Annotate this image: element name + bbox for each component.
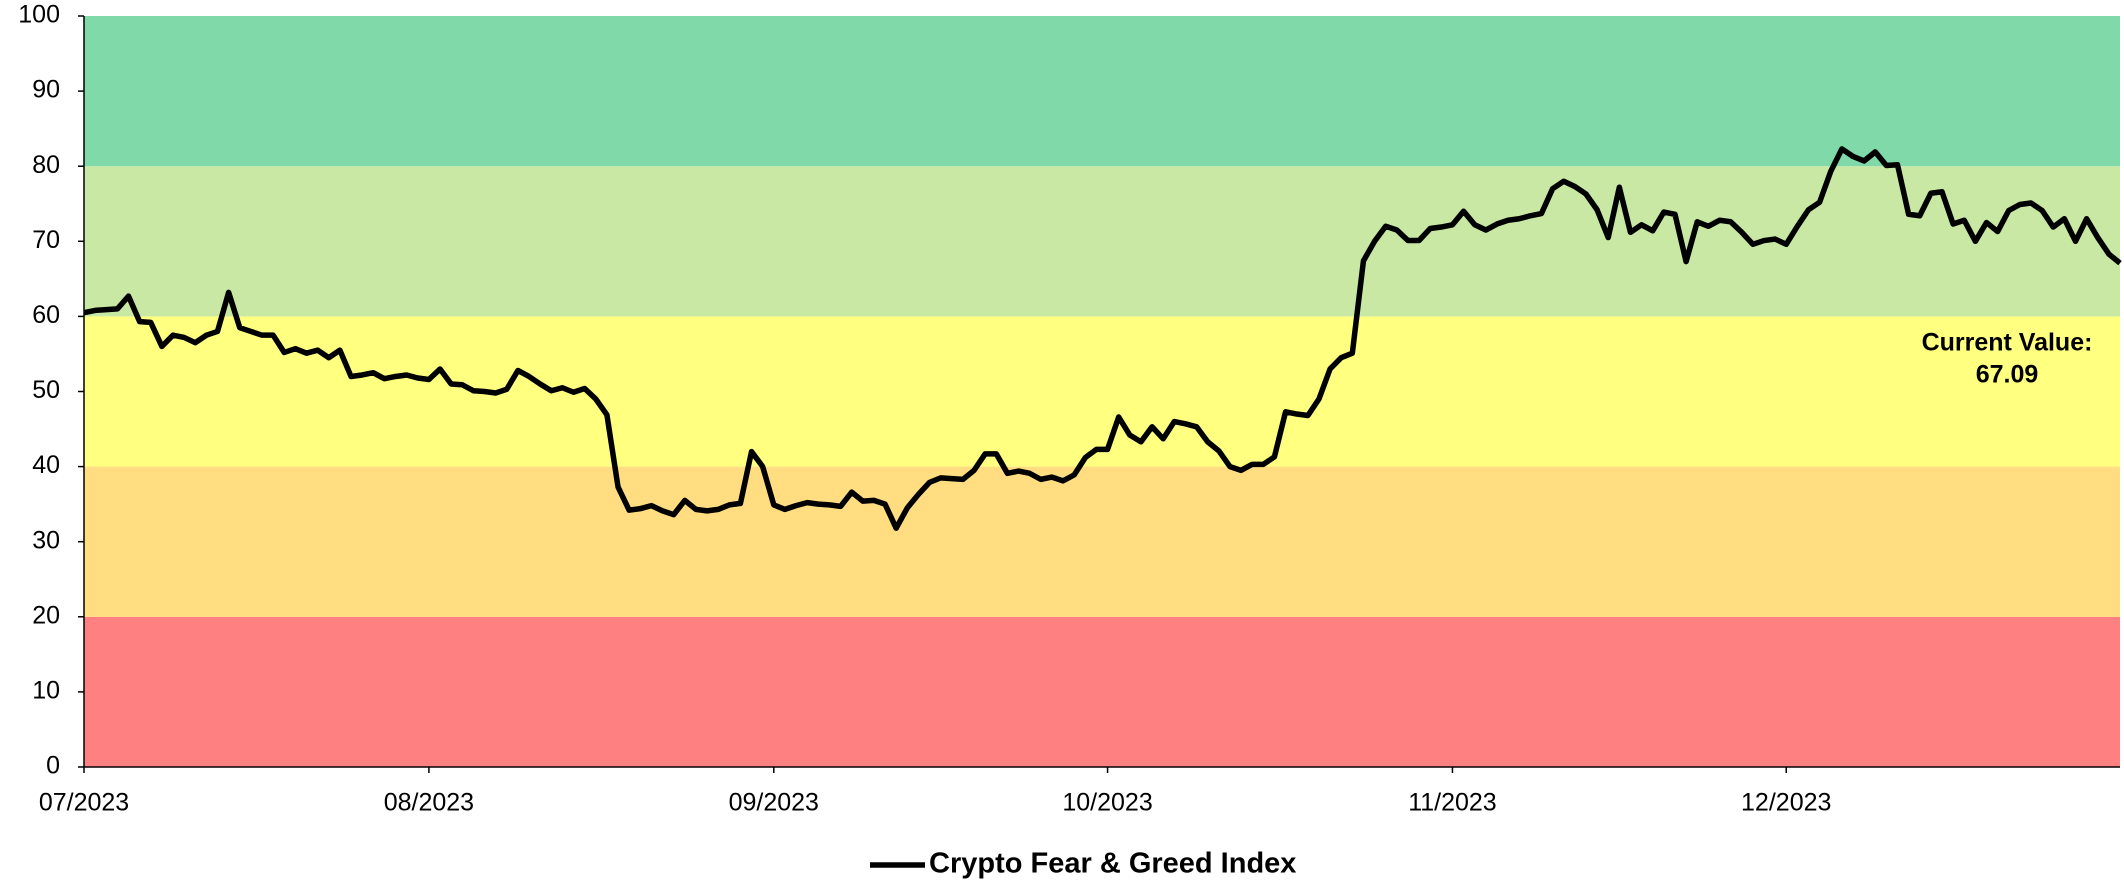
y-tick-label: 10 — [32, 677, 60, 705]
band — [84, 16, 2120, 167]
x-tick-label: 10/2023 — [1062, 789, 1152, 817]
bands — [84, 16, 2120, 767]
legend-label: Crypto Fear & Greed Index — [929, 848, 1296, 880]
x-tick-label: 08/2023 — [384, 789, 474, 817]
y-tick-label: 80 — [32, 151, 60, 179]
x-tick-label: 07/2023 — [39, 789, 129, 817]
y-tick-label: 50 — [32, 376, 60, 404]
band — [84, 166, 2120, 317]
y-tick-label: 0 — [46, 752, 60, 780]
annotation-value: 67.09 — [1976, 361, 2039, 389]
y-tick-label: 70 — [32, 226, 60, 254]
band — [84, 616, 2120, 767]
y-tick-label: 40 — [32, 451, 60, 479]
axes: 0 10 20 30 40 50 60 70 80 90 100 07/2023 08/2023 09/2… — [18, 1, 2120, 817]
y-tick-label: 60 — [32, 301, 60, 329]
y-tick-label: 20 — [32, 601, 60, 629]
series-line — [83, 146, 2122, 531]
plot — [83, 146, 2122, 531]
x-tick-label: 09/2023 — [729, 789, 819, 817]
x-tick-label: 11/2023 — [1408, 789, 1497, 817]
band — [84, 466, 2120, 617]
y-tick-label: 100 — [18, 1, 60, 29]
band — [84, 316, 2120, 467]
y-tick-label: 30 — [32, 526, 60, 554]
x-tick-label: 12/2023 — [1741, 789, 1831, 817]
annotation-label: Current Value: — [1922, 329, 2093, 357]
y-tick-label: 90 — [32, 76, 60, 104]
